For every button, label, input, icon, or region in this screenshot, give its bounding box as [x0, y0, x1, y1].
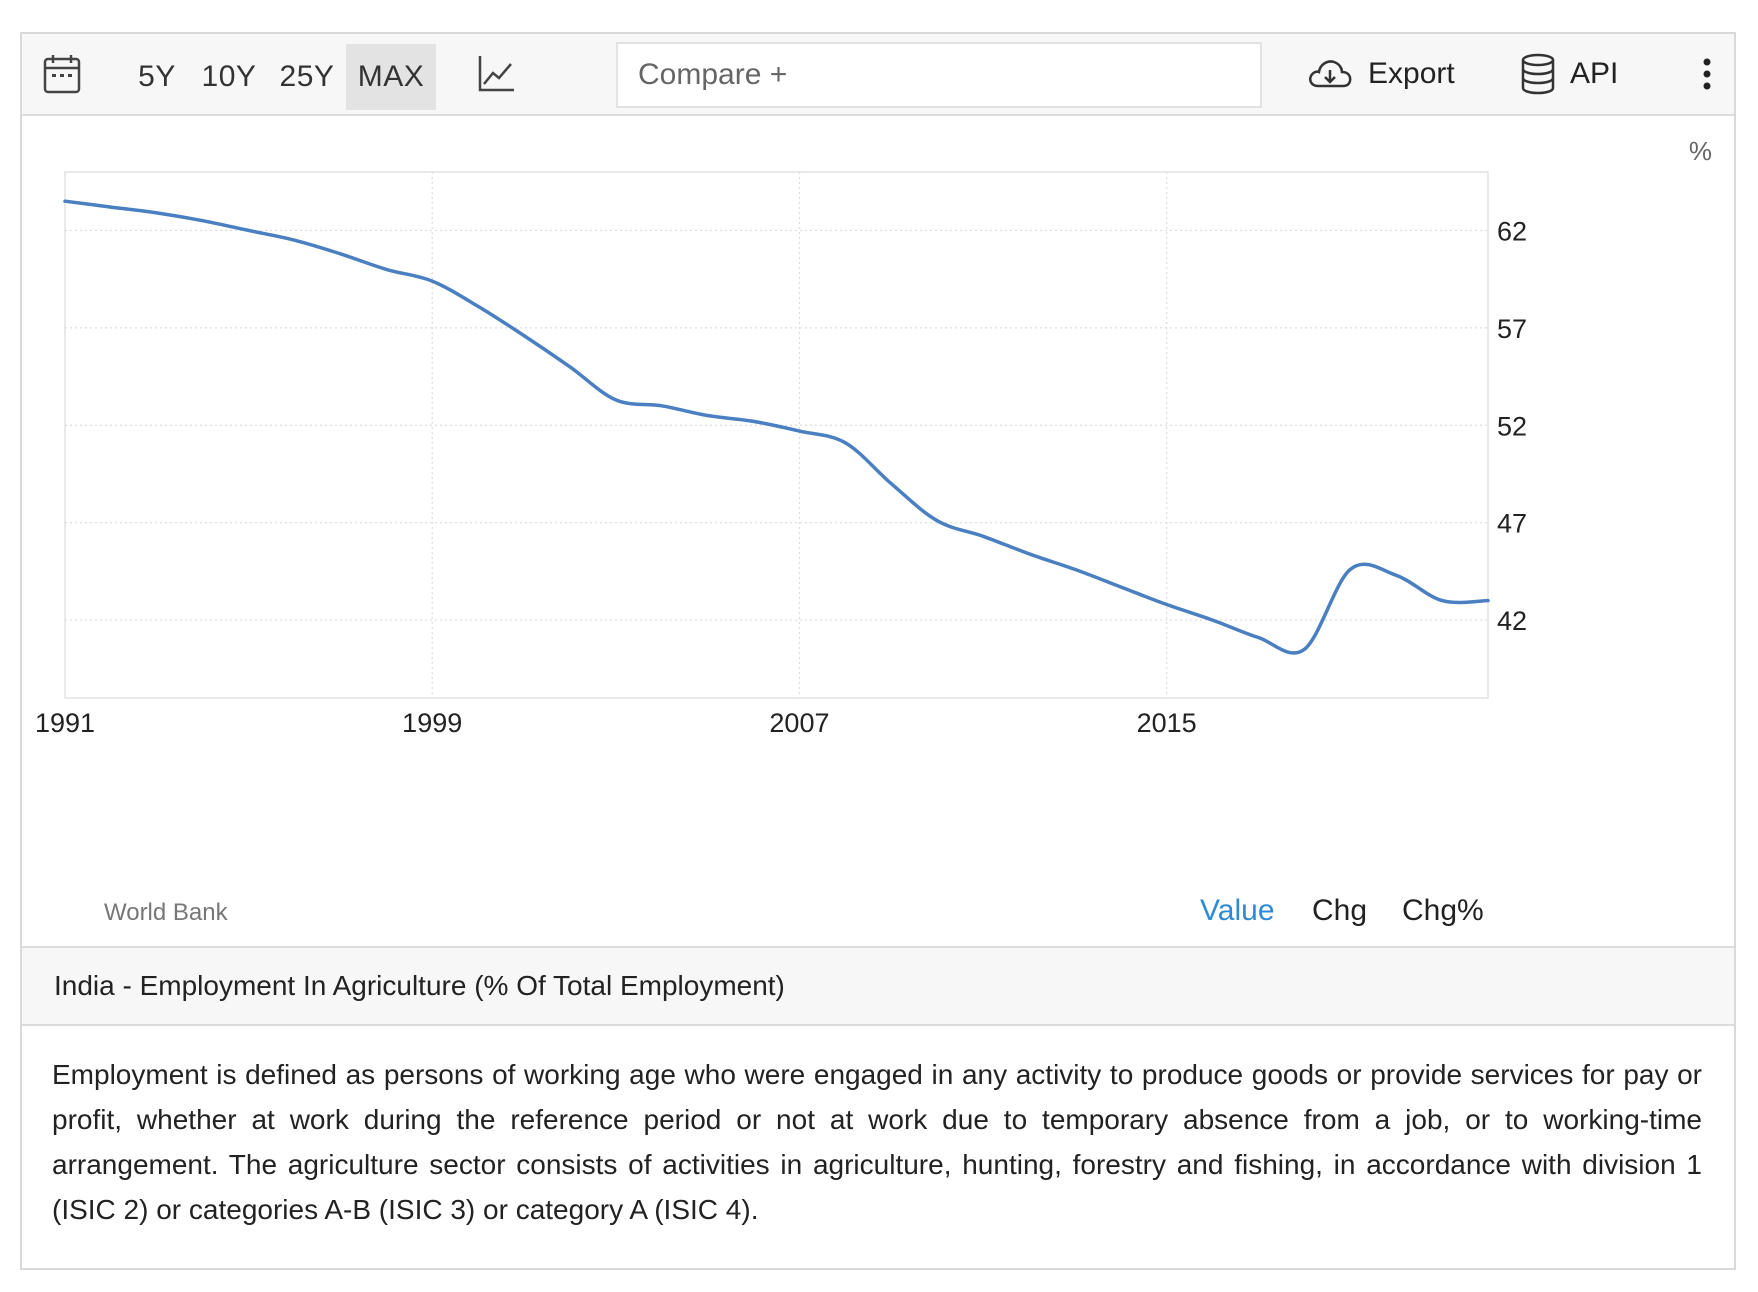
chart-type-icon[interactable]: [470, 48, 522, 100]
line-chart: 42 47 52 57 62 1991 1999 2007 2015 %: [35, 136, 1712, 738]
indicator-title-text: India - Employment In Agriculture (% Of …: [54, 970, 785, 1001]
x-tick-label: 2015: [1137, 708, 1197, 738]
more-options-icon[interactable]: [1692, 48, 1722, 100]
series-line: [63, 199, 1490, 655]
api-button[interactable]: API: [1520, 48, 1618, 100]
y-tick-label: 42: [1497, 606, 1527, 636]
range-5y-button[interactable]: 5Y: [138, 60, 176, 93]
y-tick-label: 62: [1497, 216, 1527, 246]
export-button[interactable]: Export: [1306, 48, 1455, 100]
indicator-title: India - Employment In Agriculture (% Of …: [22, 946, 1734, 1026]
indicator-description: Employment is defined as persons of work…: [52, 1059, 1702, 1225]
database-icon: [1520, 53, 1556, 95]
x-tick-label: 2007: [769, 708, 829, 738]
export-label: Export: [1368, 57, 1455, 90]
y-tick-label: 47: [1497, 509, 1527, 539]
tab-chg-percent[interactable]: Chg%: [1402, 894, 1484, 927]
x-tick-label: 1991: [35, 708, 95, 738]
chart-widget: 5Y 10Y 25Y MAX Export: [20, 32, 1736, 1270]
range-25y-button[interactable]: 25Y: [279, 60, 335, 93]
tab-chg[interactable]: Chg: [1312, 894, 1368, 927]
y-tick-label: 52: [1497, 411, 1527, 441]
toolbar: 5Y 10Y 25Y MAX Export: [22, 34, 1734, 116]
range-10y-button[interactable]: 10Y: [201, 60, 257, 93]
range-max-button[interactable]: MAX: [346, 44, 436, 110]
tab-value[interactable]: Value: [1200, 894, 1275, 927]
compare-input[interactable]: [616, 42, 1262, 108]
api-label: API: [1570, 57, 1619, 90]
calendar-icon[interactable]: [40, 48, 84, 100]
x-tick-label: 1999: [402, 708, 462, 738]
source-label: World Bank: [104, 899, 228, 926]
y-unit-label: %: [1689, 136, 1712, 166]
plot-area: [64, 171, 1489, 699]
cloud-download-icon: [1306, 56, 1354, 92]
y-tick-label: 57: [1497, 314, 1527, 344]
